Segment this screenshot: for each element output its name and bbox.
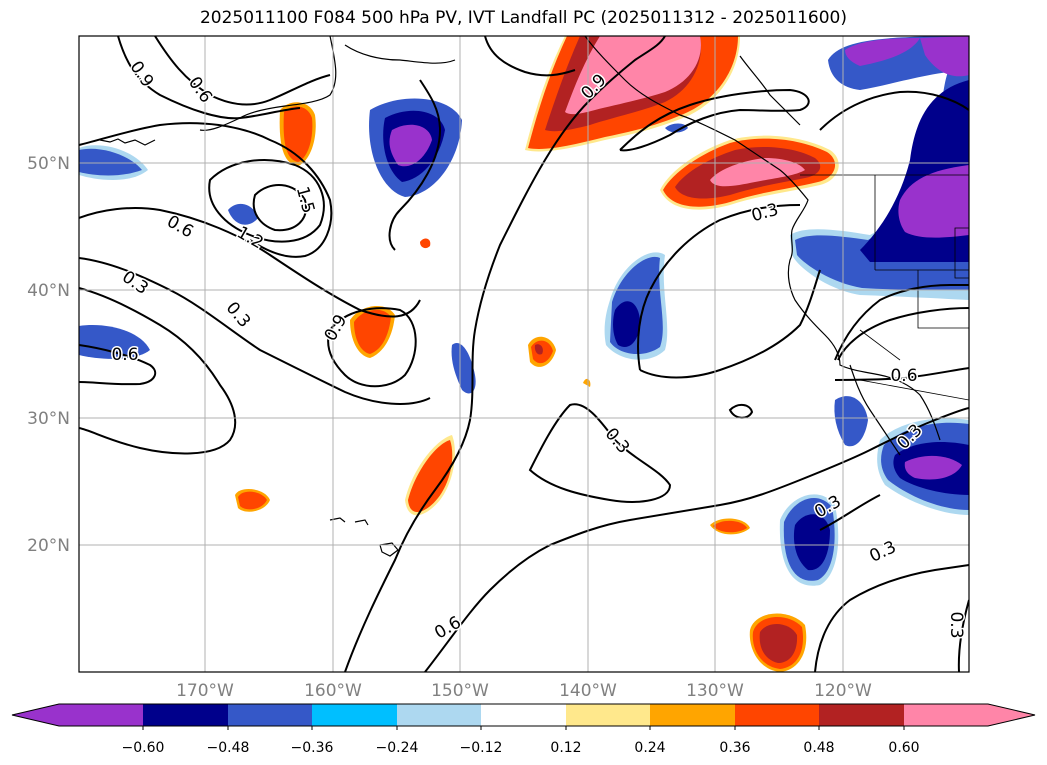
lat-label: 20°N (27, 536, 70, 556)
lon-label: 130°W (686, 681, 744, 701)
map-frame (78, 35, 970, 673)
contour-label: 0.3 (946, 611, 966, 638)
latitude-labels: 50°N 40°N 30°N 20°N (27, 154, 70, 556)
colorbar-segment (819, 704, 904, 726)
colorbar-tick-label: 0.24 (634, 740, 665, 756)
colorbar-segment (397, 704, 481, 726)
colorbar-tick-label: 0.36 (719, 740, 750, 756)
colorbar-tick-label: 0.12 (550, 740, 581, 756)
colorbar-segment (904, 704, 1035, 726)
colorbar-segment (650, 704, 735, 726)
coastlines (99, 36, 941, 557)
lat-label: 40°N (27, 281, 70, 301)
pv-contours (79, 36, 969, 672)
contour-label: 0.6 (111, 345, 138, 365)
contour-label: 0.6 (890, 366, 917, 386)
colorbar-tick-label: −0.24 (376, 740, 419, 756)
colorbar-segment (228, 704, 312, 726)
colorbar-segment (735, 704, 819, 726)
colorbar-tick-label: −0.36 (291, 740, 334, 756)
colorbar-outline (11, 703, 1036, 727)
colorbar (11, 703, 1036, 730)
colorbar-segment (481, 704, 566, 726)
map-title: 2025011100 F084 500 hPa PV, IVT Landfall… (199, 8, 847, 28)
lon-label: 170°W (176, 681, 234, 701)
lat-label: 50°N (27, 154, 70, 174)
borders (800, 174, 969, 401)
colorbar-labels: −0.60 −0.48 −0.36 −0.24 −0.12 0.12 0.24 … (122, 740, 920, 756)
lon-label: 150°W (431, 681, 489, 701)
colorbar-tick-label: −0.60 (122, 740, 165, 756)
colorbar-tick-label: −0.12 (460, 740, 503, 756)
colorbar-tick-label: −0.48 (207, 740, 250, 756)
colorbar-segment (312, 704, 397, 726)
lon-label: 140°W (559, 681, 617, 701)
colorbar-segment (566, 704, 650, 726)
lon-label: 160°W (304, 681, 362, 701)
negative-pv-regions (79, 36, 969, 586)
map-background (79, 36, 969, 672)
colorbar-segment (12, 704, 143, 726)
positive-pv-regions (235, 36, 839, 672)
longitude-labels: 170°W 160°W 150°W 140°W 130°W 120°W (176, 681, 872, 701)
colorbar-tick-label: 0.48 (803, 740, 834, 756)
graticule (79, 36, 969, 672)
lat-label: 30°N (27, 409, 70, 429)
colorbar-tick-label: 0.60 (888, 740, 919, 756)
lon-label: 120°W (814, 681, 872, 701)
colorbar-segment (143, 704, 228, 726)
